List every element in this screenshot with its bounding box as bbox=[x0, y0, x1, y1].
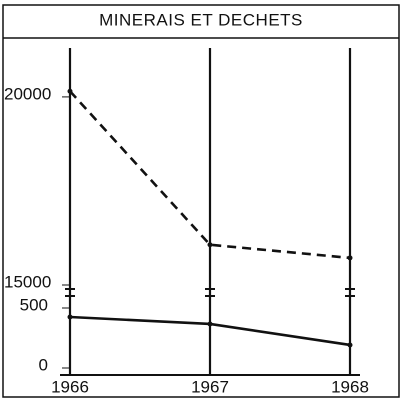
x-tick-label: 1966 bbox=[51, 377, 89, 396]
x-tick-label: 1968 bbox=[331, 377, 369, 396]
y-tick-label: 500 bbox=[20, 295, 48, 314]
y2-tick-label: 15000 bbox=[4, 272, 51, 291]
frame bbox=[2, 4, 400, 398]
y2-tick-label: 20000 bbox=[4, 84, 51, 103]
y-tick-label: 0 bbox=[39, 355, 48, 374]
chart-title: MINERAIS ET DECHETS bbox=[99, 10, 303, 29]
data-point bbox=[347, 255, 353, 261]
data-point bbox=[347, 342, 353, 348]
x-tick-label: 1967 bbox=[191, 377, 229, 396]
data-point bbox=[67, 314, 73, 320]
data-point bbox=[67, 88, 73, 94]
data-point bbox=[207, 242, 213, 248]
data-point bbox=[207, 321, 213, 327]
data-line bbox=[69, 90, 351, 260]
